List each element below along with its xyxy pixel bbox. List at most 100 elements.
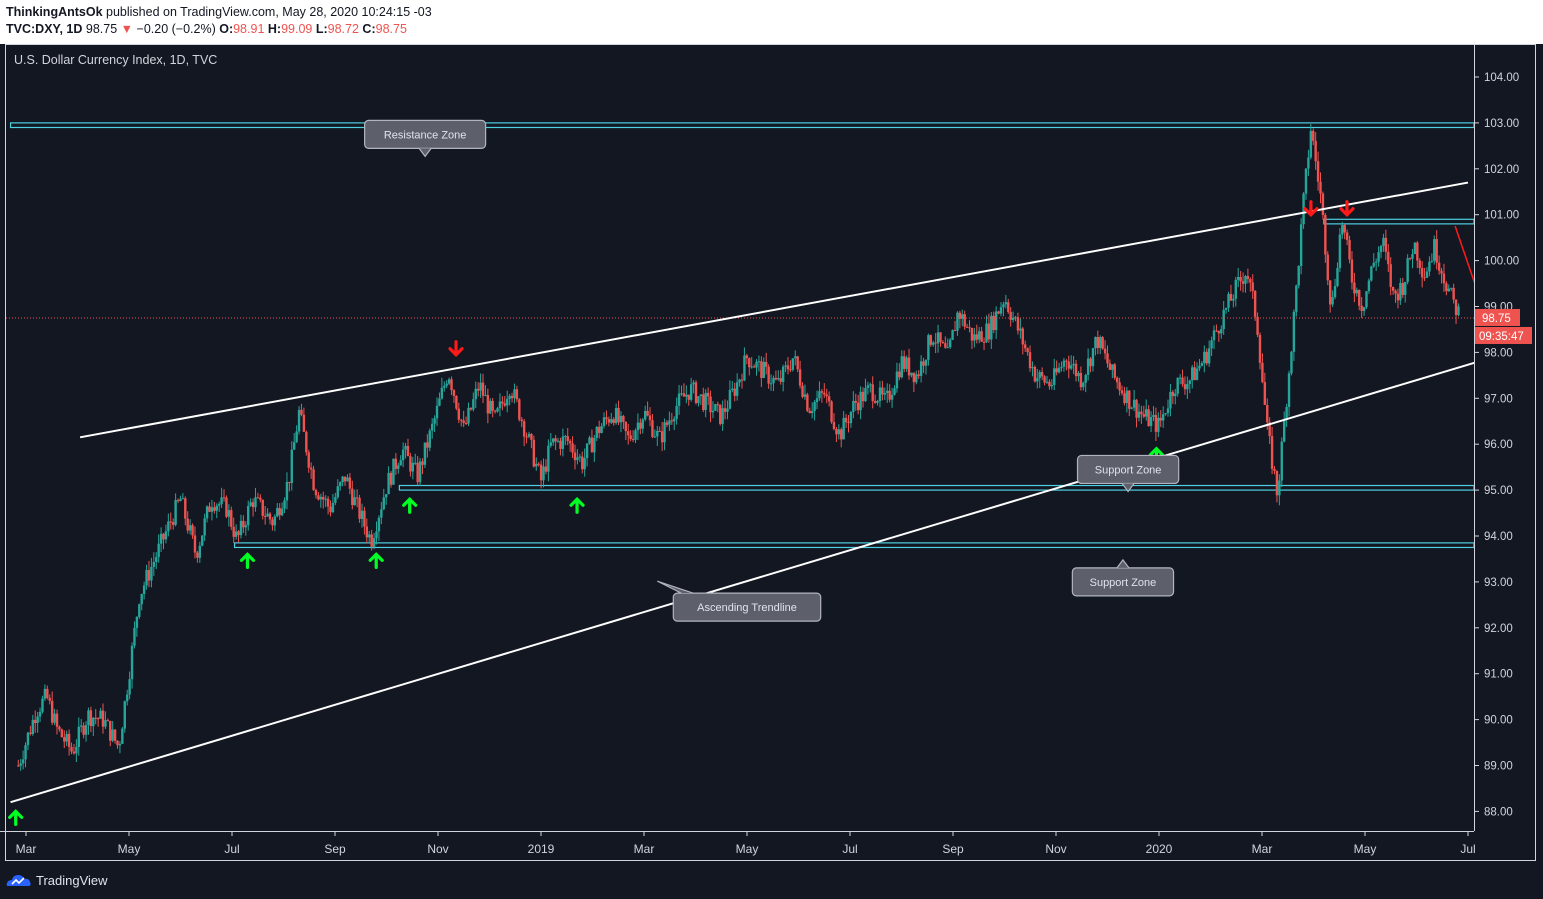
candle-body [527, 433, 531, 437]
y-tick-label: 93.00 [1484, 577, 1513, 589]
candle-body [336, 486, 339, 498]
candle-body [668, 420, 671, 425]
candle-body [375, 531, 378, 539]
candle-body [1399, 282, 1402, 301]
candle-body [699, 394, 703, 397]
down-arrow-icon [1339, 200, 1355, 217]
candle-body [648, 415, 652, 421]
candle-body [656, 430, 659, 437]
candle-body [1050, 384, 1054, 387]
candle-body [1174, 393, 1177, 397]
candle-body [716, 404, 719, 406]
candle-body [1106, 353, 1109, 364]
candle-body [752, 366, 756, 368]
candle-body [1072, 363, 1075, 366]
candle-body [266, 513, 269, 517]
candle-body [1161, 414, 1165, 421]
candle-body [329, 506, 332, 513]
candle-body [109, 720, 112, 741]
candle-body [772, 377, 775, 384]
candle-body [421, 461, 424, 465]
candle-body [999, 307, 1003, 314]
candle-body [1312, 130, 1315, 141]
candle-body [825, 394, 828, 397]
candle-body [573, 452, 577, 461]
candle-body [82, 725, 85, 735]
candle-body [641, 419, 644, 429]
candle-body [293, 442, 296, 450]
candle-body [844, 417, 848, 423]
x-tick-label: May [736, 842, 759, 856]
candle-body [1411, 254, 1414, 259]
callout: Support Zone [1076, 454, 1180, 493]
candle-body [515, 389, 519, 400]
candle-body [140, 593, 143, 605]
author-name[interactable]: ThinkingAntsOk [6, 5, 103, 19]
candle-body [675, 405, 678, 419]
candle-body [220, 497, 223, 505]
candle-body [469, 407, 473, 410]
candle-body [70, 746, 73, 752]
candle-body [1408, 258, 1412, 260]
candle-body [55, 713, 59, 727]
candle-body [1111, 364, 1114, 370]
candle-body [1055, 368, 1058, 373]
candle-body [607, 419, 611, 423]
candle-body [331, 502, 335, 513]
callout-text: Support Zone [1095, 464, 1162, 476]
candle-body [113, 729, 117, 741]
candle-body [423, 442, 427, 465]
candle-body [1074, 363, 1078, 377]
candle-body [1428, 261, 1431, 272]
open-label: O: [219, 22, 234, 36]
candle-body [309, 467, 313, 470]
candle-body [537, 463, 540, 465]
candle-body [951, 330, 954, 340]
candle-body [1353, 282, 1356, 294]
candle-body [1186, 383, 1189, 390]
chart-svg[interactable]: Resistance Zone Support Zone Support Zone A… [0, 44, 1543, 862]
candle-body [176, 500, 180, 502]
x-tick-label: Sep [942, 842, 964, 856]
candle-body [399, 460, 402, 466]
candle-body [392, 458, 395, 485]
candle-body [1009, 311, 1012, 320]
candle-body [169, 521, 172, 523]
candle-body [237, 531, 240, 536]
candle-body [1266, 405, 1269, 423]
candle-body [1268, 422, 1271, 437]
candle-body [1379, 245, 1383, 253]
candle-body [510, 395, 514, 399]
candle-body [472, 399, 475, 410]
candle-body [1217, 331, 1221, 334]
candle-body [1433, 239, 1436, 261]
candle-body [643, 410, 647, 420]
candle-body [1053, 368, 1056, 385]
candle-body [975, 334, 978, 340]
candle-body [1084, 374, 1087, 383]
candle-body [1164, 412, 1167, 415]
x-tick-label: Mar [16, 842, 37, 856]
candle-body [1321, 193, 1325, 215]
candle-body [948, 339, 952, 348]
callout: Support Zone [1071, 558, 1175, 597]
candle-body [1355, 290, 1359, 294]
candle-body [1287, 373, 1291, 407]
candle-body [1391, 286, 1395, 291]
candle-body [588, 437, 591, 444]
candle-body [411, 462, 415, 472]
candle-body [556, 440, 560, 442]
candle-body [912, 372, 916, 383]
candle-body [571, 443, 574, 453]
candle-body [1120, 390, 1124, 394]
up-arrow-icon [8, 809, 24, 826]
chart-area[interactable]: Resistance Zone Support Zone Support Zone A… [0, 44, 1543, 862]
candle-body [617, 407, 620, 423]
candle-body [944, 343, 947, 348]
x-tick-label: Sep [324, 842, 346, 856]
tradingview-logo[interactable]: TradingView [6, 872, 108, 888]
candle-body [1246, 276, 1250, 280]
callout-pointer [418, 148, 432, 158]
candle-body [842, 417, 845, 440]
candle-body [1316, 161, 1320, 182]
